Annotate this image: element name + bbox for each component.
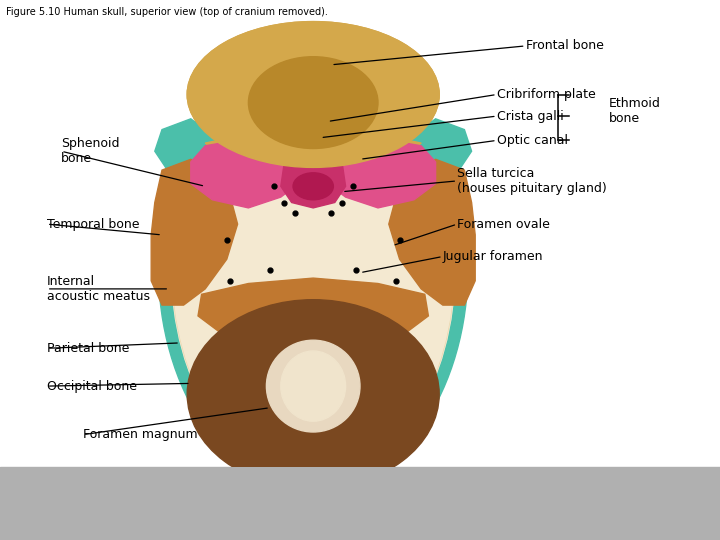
Ellipse shape <box>171 53 455 482</box>
Text: Ethmoid
bone: Ethmoid bone <box>608 97 660 125</box>
Text: Figure 5.10 Human skull, superior view (top of cranium removed).: Figure 5.10 Human skull, superior view (… <box>6 7 328 17</box>
Polygon shape <box>155 119 223 184</box>
Ellipse shape <box>187 300 439 489</box>
Polygon shape <box>403 119 472 184</box>
Text: Occipital bone: Occipital bone <box>47 380 137 393</box>
Polygon shape <box>205 129 421 159</box>
Text: Sphenoid
bone: Sphenoid bone <box>61 137 120 165</box>
Text: Jugular foramen: Jugular foramen <box>443 250 544 263</box>
Ellipse shape <box>171 53 455 482</box>
Ellipse shape <box>187 22 439 167</box>
Polygon shape <box>313 138 436 208</box>
Text: Crista galli: Crista galli <box>497 110 564 123</box>
Ellipse shape <box>158 43 468 491</box>
Text: Foramen ovale: Foramen ovale <box>457 218 550 231</box>
Text: Optic canal: Optic canal <box>497 134 568 147</box>
Bar <box>0 467 720 540</box>
Polygon shape <box>198 278 428 350</box>
Ellipse shape <box>248 57 378 149</box>
Text: Frontal bone: Frontal bone <box>526 39 603 52</box>
Text: Parietal bone: Parietal bone <box>47 342 129 355</box>
Text: Cribriform plate: Cribriform plate <box>497 88 595 101</box>
Text: Sella turcica
(houses pituitary gland): Sella turcica (houses pituitary gland) <box>457 167 607 195</box>
Polygon shape <box>389 159 475 305</box>
Polygon shape <box>191 138 313 208</box>
Ellipse shape <box>248 57 378 149</box>
Polygon shape <box>151 159 238 305</box>
Ellipse shape <box>266 340 360 432</box>
Ellipse shape <box>281 351 346 421</box>
Text: Internal
acoustic meatus: Internal acoustic meatus <box>47 275 150 303</box>
Ellipse shape <box>293 173 333 200</box>
Text: Temporal bone: Temporal bone <box>47 218 139 231</box>
Polygon shape <box>281 154 346 208</box>
Ellipse shape <box>187 22 439 167</box>
Text: Foramen magnum: Foramen magnum <box>83 428 197 441</box>
